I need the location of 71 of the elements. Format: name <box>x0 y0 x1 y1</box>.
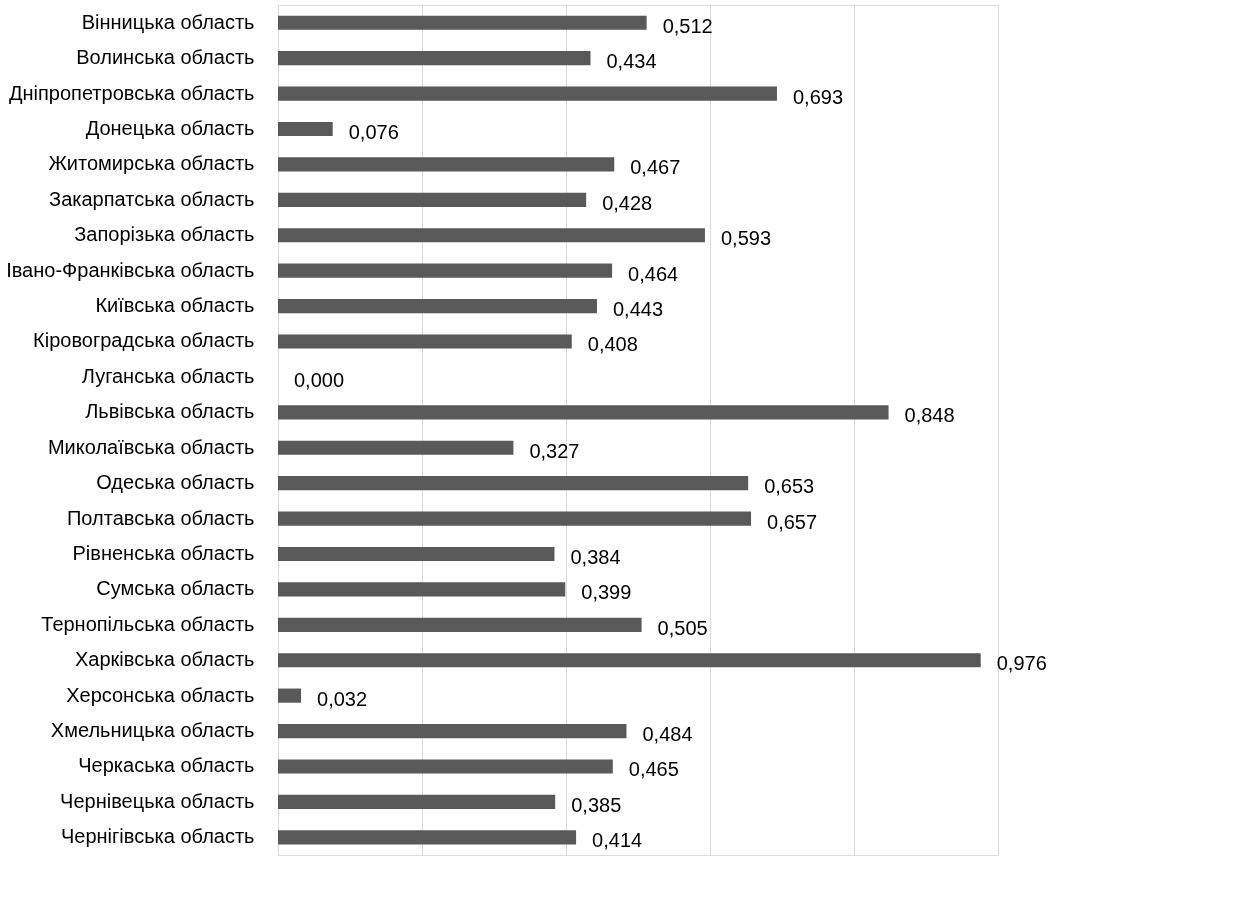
y-tick-label: Чернігівська область <box>60 825 255 848</box>
y-tick-label: Київська область <box>95 294 255 317</box>
data-label: 0,385 <box>571 793 622 816</box>
data-label: 0,593 <box>720 227 772 250</box>
y-tick-label: Черкаська область <box>78 754 255 777</box>
y-tick-label: Сумська область <box>96 577 255 600</box>
data-label: 0,848 <box>904 404 955 427</box>
data-label: 0,653 <box>764 475 815 498</box>
y-tick-label: Рівненська область <box>72 541 255 564</box>
bar <box>278 582 566 597</box>
data-label: 0,484 <box>642 723 693 746</box>
data-label: 0,467 <box>630 156 681 179</box>
data-label: 0,657 <box>767 510 818 533</box>
data-label: 0,327 <box>529 439 580 462</box>
data-label: 0,976 <box>996 652 1047 675</box>
y-tick-label: Житомирська область <box>48 152 255 175</box>
data-label: 0,465 <box>628 758 679 781</box>
data-label: 0,464 <box>628 262 679 285</box>
y-tick-label: Івано-Франківська область <box>6 258 255 281</box>
bar <box>278 15 647 30</box>
bar <box>278 476 749 491</box>
bar <box>278 723 627 739</box>
bar <box>278 794 556 809</box>
data-label: 0,076 <box>348 120 399 143</box>
bar <box>278 653 981 668</box>
y-tick-label: Полтавська область <box>66 506 255 529</box>
y-tick-label: Вінницька область <box>81 10 255 33</box>
bar <box>278 759 613 774</box>
bar <box>278 546 555 562</box>
bar <box>278 511 752 526</box>
data-label: 0,399 <box>581 581 632 604</box>
data-label: 0,512 <box>662 14 713 37</box>
data-label: 0,693 <box>792 85 844 108</box>
data-label: 0,408 <box>587 333 638 356</box>
bar <box>278 688 302 703</box>
bar <box>278 51 591 66</box>
y-tick-label: Одеська область <box>96 471 255 494</box>
bar <box>278 86 777 101</box>
y-tick-label: Кіровоградська область <box>33 329 255 352</box>
data-label: 0,443 <box>612 298 664 321</box>
bar <box>278 228 705 243</box>
data-label: 0,428 <box>602 191 653 214</box>
y-tick-label: Миколаївська область <box>47 435 255 458</box>
y-tick-label: Донецька область <box>85 116 255 139</box>
bar <box>278 830 577 845</box>
y-tick-label: Львівська область <box>85 400 255 423</box>
bar <box>278 298 597 314</box>
bar <box>278 405 889 420</box>
y-tick-label: Запорізька область <box>74 223 255 246</box>
data-label: 0,505 <box>657 616 708 639</box>
y-tick-label: Луганська область <box>81 364 255 387</box>
y-tick-label: Тернопільська область <box>41 612 255 635</box>
y-tick-label: Закарпатська область <box>49 187 255 210</box>
data-label: 0,000 <box>294 368 345 391</box>
data-label: 0,414 <box>592 829 643 852</box>
y-tick-label: Хмельницька область <box>50 719 255 742</box>
y-tick-label: Харківська область <box>74 648 255 671</box>
y-tick-label: Дніпропетровська область <box>8 81 255 104</box>
bar <box>278 617 642 632</box>
y-tick-label: Волинська область <box>76 46 255 69</box>
y-tick-label: Херсонська область <box>66 683 255 706</box>
bar <box>278 334 572 349</box>
data-label: 0,384 <box>570 545 621 568</box>
data-label: 0,032 <box>317 687 368 710</box>
bar <box>278 192 587 207</box>
y-tick-label: Чернівецька область <box>60 789 255 812</box>
data-label: 0,434 <box>606 50 657 73</box>
bar <box>278 440 514 455</box>
bar <box>278 263 613 278</box>
bar <box>278 121 333 137</box>
bar <box>278 157 615 172</box>
